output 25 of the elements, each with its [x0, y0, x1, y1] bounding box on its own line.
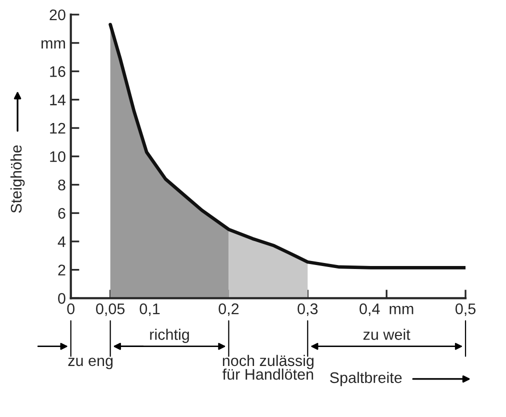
x-tick-label: 0,3 — [298, 303, 318, 316]
y-tick-label: 12 — [50, 122, 66, 134]
x-tick-label: 0,5 — [456, 303, 476, 316]
x-tick-label: 0,2 — [218, 303, 239, 316]
y-tick-label: 20 — [50, 9, 66, 20]
y-tick-label: 0 — [58, 293, 66, 304]
y-tick-label: mm — [42, 40, 65, 48]
text: richtig — [150, 328, 189, 343]
y-tick-label: 14 — [50, 94, 66, 106]
y-tick-label: 6 — [58, 208, 66, 219]
x-tick-label: 0,4 mm — [360, 303, 414, 316]
text: zu weit — [363, 328, 410, 340]
y-tick-label: 4 — [58, 236, 66, 247]
y-tick-label: 10 — [50, 151, 66, 162]
y-tick-label: 2 — [58, 264, 66, 276]
x-tick-label: 0 — [67, 303, 74, 314]
y-tick-label: 8 — [58, 180, 66, 190]
text: noch zulässig für Handlöten — [222, 354, 314, 380]
y-axis-title: Steighöhe — [10, 145, 25, 213]
line-series — [108, 22, 466, 270]
x-tick-label: 0,05 — [96, 303, 125, 316]
x-tick-label: 0,1 — [140, 303, 160, 316]
x-axis-title: Spaltbreite — [330, 372, 402, 386]
y-tick-label: 16 — [50, 66, 66, 77]
text: zu eng — [68, 358, 113, 370]
